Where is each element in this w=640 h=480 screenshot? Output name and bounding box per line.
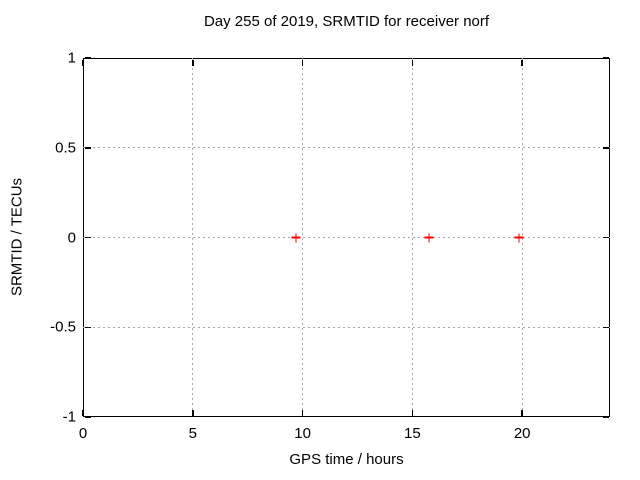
x-tickmark-bottom [411,409,414,416]
y-tickmark-left [84,236,91,239]
x-tickmark-top [301,59,304,66]
y-tick-label: -0.5 [50,318,76,336]
data-point-marker [514,233,524,242]
chart-title: Day 255 of 2019, SRMTID for receiver nor… [203,13,490,30]
y-tickmark-left [84,57,91,59]
x-tick-label: 5 [188,425,197,442]
x-tick-label: 20 [513,425,531,442]
x-axis-label: GPS time / hours [289,451,404,468]
y-tickmark-right [602,236,609,239]
y-tick-label: 1 [67,49,76,67]
x-tick-label: 15 [404,425,421,442]
y-tick-label: -1 [62,408,76,426]
y-tickmark-left [84,326,91,328]
x-tickmark-top [411,59,414,66]
x-tickmark-bottom [521,409,523,416]
x-tick-label: 0 [78,425,88,442]
x-tickmark-bottom [301,409,304,416]
data-point-marker [424,233,434,242]
y-tickmark-left [84,416,91,418]
y-tickmark-right [602,416,609,418]
y-tick-label: 0.5 [55,139,76,157]
y-tick-label: 0 [67,229,76,246]
y-gridline [83,326,610,328]
y-tickmark-left [84,147,91,149]
x-tickmark-top [82,59,84,66]
x-tickmark-top [192,59,194,66]
y-tickmark-right [602,57,609,59]
y-tickmark-right [602,147,609,149]
x-tick-label: 10 [294,425,311,442]
y-gridline [83,237,610,238]
y-gridline [83,147,610,149]
data-point-marker [291,233,301,242]
y-tickmark-right [602,326,609,328]
x-tickmark-bottom [192,409,194,416]
x-tickmark-top [521,59,523,66]
x-tickmark-bottom [82,409,84,416]
